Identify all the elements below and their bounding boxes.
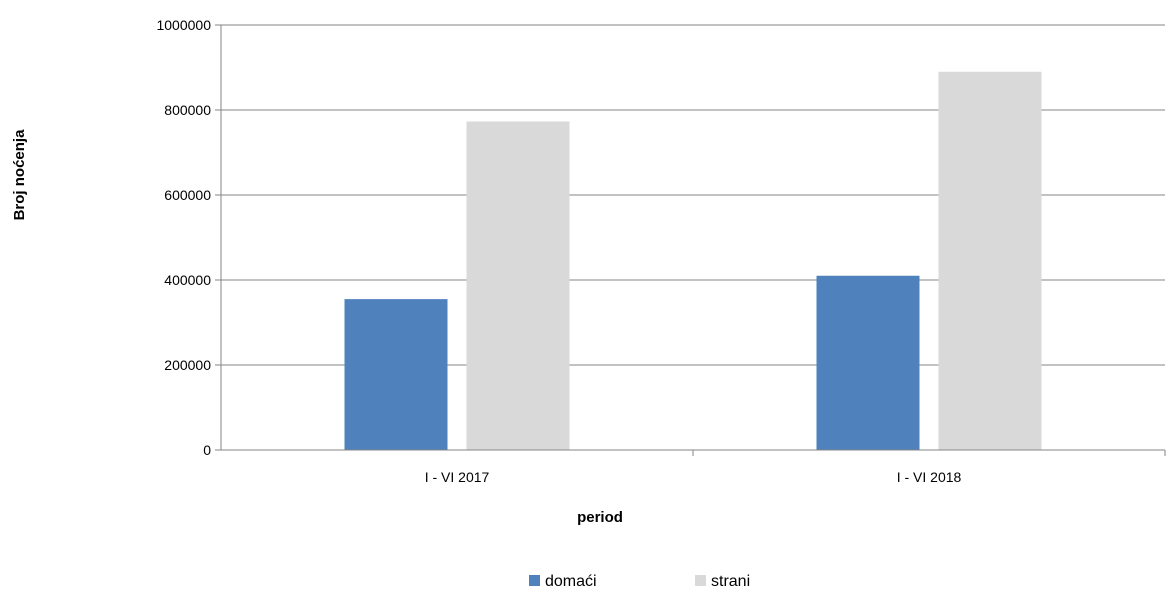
- x-tick-labels: I - VI 2017 I - VI 2018: [425, 469, 962, 485]
- y-tick-label: 200000: [164, 357, 211, 373]
- y-tick-label: 400000: [164, 272, 211, 288]
- legend: domaći strani: [529, 573, 750, 590]
- bar-strani-1: [466, 121, 570, 450]
- y-tick-label: 1000000: [156, 17, 211, 33]
- legend-label: domaći: [545, 573, 597, 590]
- x-tick-label: I - VI 2018: [897, 469, 962, 485]
- y-tick-labels: 0 200000 400000 600000 800000 1000000: [156, 17, 211, 458]
- y-tick-label: 800000: [164, 102, 211, 118]
- x-axis-title: period: [577, 509, 623, 526]
- legend-swatch: [695, 575, 706, 586]
- legend-item-strani: strani: [695, 573, 750, 590]
- y-axis-title: Broj noćenja: [11, 129, 28, 221]
- legend-label: strani: [711, 573, 750, 590]
- x-tick-label: I - VI 2017: [425, 469, 490, 485]
- bar-strani-2: [938, 71, 1042, 450]
- bars: [344, 71, 1042, 450]
- bar-domaći-2: [816, 275, 920, 450]
- y-tick-label: 0: [203, 442, 211, 458]
- y-tick-label: 600000: [164, 187, 211, 203]
- legend-item-domaći: domaći: [529, 573, 597, 590]
- bar-domaći-1: [344, 299, 448, 450]
- axes: [215, 24, 1166, 456]
- legend-swatch: [529, 575, 540, 586]
